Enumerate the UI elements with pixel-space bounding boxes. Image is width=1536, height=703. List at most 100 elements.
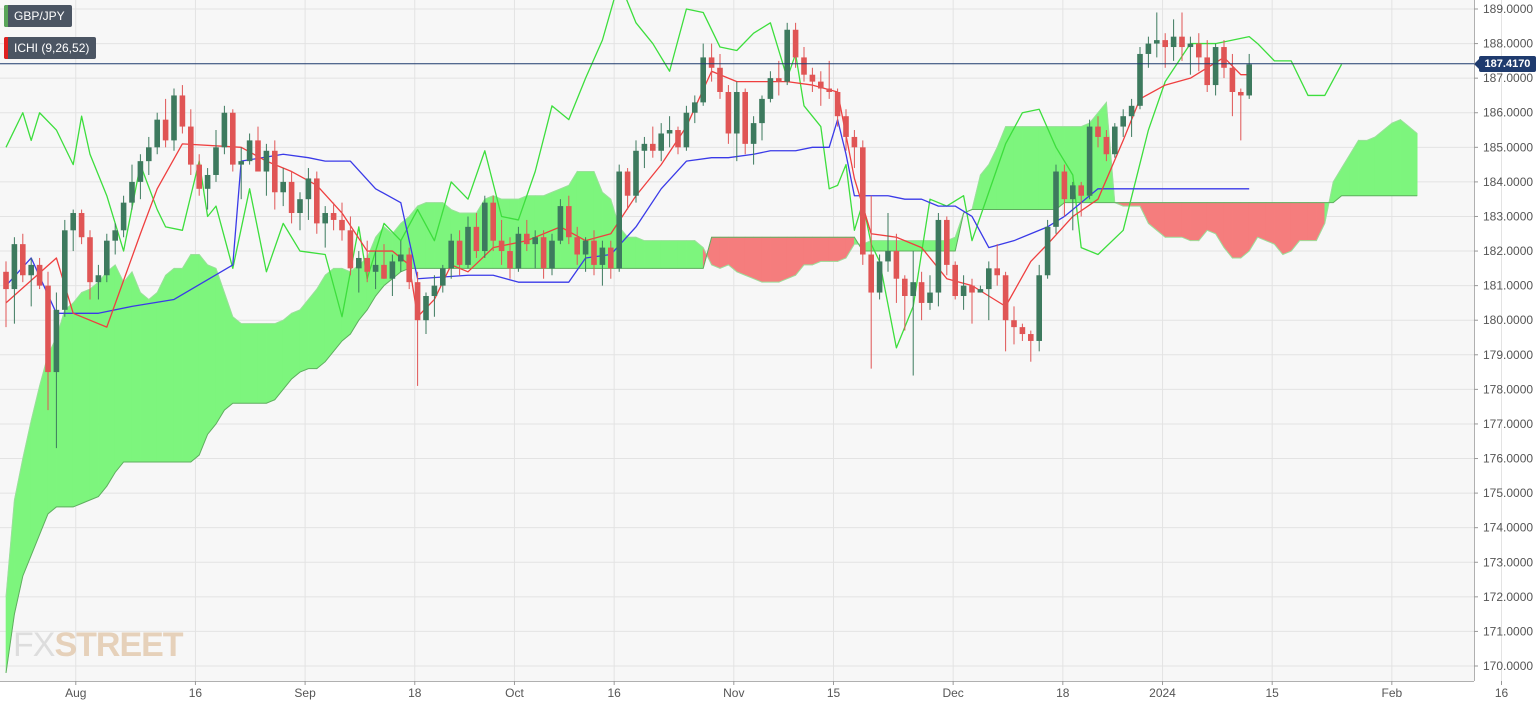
candle[interactable]: [398, 240, 404, 272]
candle[interactable]: [818, 71, 824, 106]
candle[interactable]: [490, 195, 496, 252]
candle[interactable]: [582, 237, 589, 272]
candle[interactable]: [188, 109, 194, 175]
candle[interactable]: [1061, 164, 1068, 217]
candle[interactable]: [792, 22, 799, 68]
candle[interactable]: [1238, 88, 1244, 141]
candle[interactable]: [650, 126, 656, 158]
candle[interactable]: [918, 271, 925, 321]
candle[interactable]: [1028, 330, 1034, 362]
candle[interactable]: [524, 219, 530, 252]
candle[interactable]: [910, 251, 916, 376]
candle[interactable]: [322, 206, 328, 248]
candle[interactable]: [364, 240, 370, 283]
candle[interactable]: [62, 219, 68, 317]
candle[interactable]: [734, 81, 740, 162]
candle[interactable]: [339, 202, 345, 241]
candle[interactable]: [960, 275, 967, 310]
candle[interactable]: [549, 233, 555, 276]
candle[interactable]: [994, 244, 1000, 286]
candle[interactable]: [1053, 164, 1059, 234]
candles[interactable]: [3, 12, 1252, 449]
candle[interactable]: [70, 209, 76, 252]
candle[interactable]: [692, 95, 698, 124]
candle[interactable]: [146, 136, 152, 175]
candle[interactable]: [1246, 53, 1252, 99]
candle[interactable]: [1120, 109, 1126, 137]
candle[interactable]: [288, 171, 295, 224]
candle[interactable]: [280, 168, 286, 207]
candle[interactable]: [104, 233, 110, 283]
candle[interactable]: [213, 130, 219, 182]
candle[interactable]: [1019, 323, 1026, 341]
candle[interactable]: [675, 126, 681, 155]
candle[interactable]: [1229, 53, 1236, 117]
candle[interactable]: [179, 85, 186, 134]
candle[interactable]: [944, 216, 950, 276]
candle[interactable]: [641, 136, 648, 169]
candle[interactable]: [1179, 12, 1185, 61]
candle[interactable]: [977, 285, 984, 293]
candle[interactable]: [95, 264, 102, 300]
candle[interactable]: [448, 233, 454, 279]
candle[interactable]: [1044, 219, 1051, 279]
candle[interactable]: [11, 237, 18, 324]
candle[interactable]: [272, 140, 278, 210]
candle[interactable]: [843, 109, 849, 151]
candle[interactable]: [666, 116, 673, 148]
candle[interactable]: [238, 147, 244, 200]
candle[interactable]: [129, 164, 135, 210]
candle[interactable]: [776, 60, 782, 96]
candle[interactable]: [742, 88, 748, 155]
candle[interactable]: [515, 226, 522, 272]
candle[interactable]: [78, 209, 85, 245]
candle[interactable]: [423, 292, 429, 335]
candle[interactable]: [196, 154, 202, 196]
candle[interactable]: [1112, 123, 1118, 158]
candle[interactable]: [1086, 119, 1093, 200]
candle[interactable]: [893, 233, 900, 303]
candle[interactable]: [330, 202, 337, 231]
candle[interactable]: [557, 199, 564, 245]
candle[interactable]: [717, 53, 723, 99]
candle[interactable]: [507, 237, 513, 279]
candle[interactable]: [28, 257, 34, 307]
candle[interactable]: [876, 254, 883, 300]
candle[interactable]: [759, 95, 765, 141]
candle[interactable]: [801, 47, 807, 82]
candle[interactable]: [204, 168, 211, 210]
candle[interactable]: [784, 22, 790, 86]
candle[interactable]: [1145, 36, 1152, 68]
candle[interactable]: [20, 233, 26, 283]
candle[interactable]: [1204, 40, 1210, 92]
indicator-legend[interactable]: ICHI (9,26,52): [4, 37, 97, 59]
candle[interactable]: [1196, 33, 1202, 72]
candle[interactable]: [112, 223, 118, 255]
candle[interactable]: [708, 43, 715, 82]
candle[interactable]: [616, 164, 622, 272]
candle[interactable]: [1170, 19, 1177, 61]
candle[interactable]: [230, 109, 236, 172]
candle[interactable]: [406, 247, 412, 290]
candle[interactable]: [624, 168, 631, 210]
candle[interactable]: [725, 85, 732, 144]
candle[interactable]: [3, 261, 9, 328]
candle[interactable]: [969, 278, 975, 324]
candle[interactable]: [137, 154, 144, 200]
candle[interactable]: [599, 240, 606, 286]
candle[interactable]: [372, 251, 379, 290]
candle[interactable]: [1221, 40, 1227, 79]
candle[interactable]: [1095, 116, 1101, 148]
candle[interactable]: [608, 240, 614, 279]
candle[interactable]: [120, 195, 127, 238]
candle[interactable]: [381, 244, 387, 279]
candle[interactable]: [540, 230, 547, 279]
candle[interactable]: [297, 192, 303, 231]
candle[interactable]: [154, 112, 160, 155]
candle[interactable]: [456, 230, 463, 276]
candle[interactable]: [431, 275, 438, 317]
candle[interactable]: [255, 126, 261, 172]
candle[interactable]: [263, 143, 270, 196]
candle[interactable]: [935, 213, 942, 307]
